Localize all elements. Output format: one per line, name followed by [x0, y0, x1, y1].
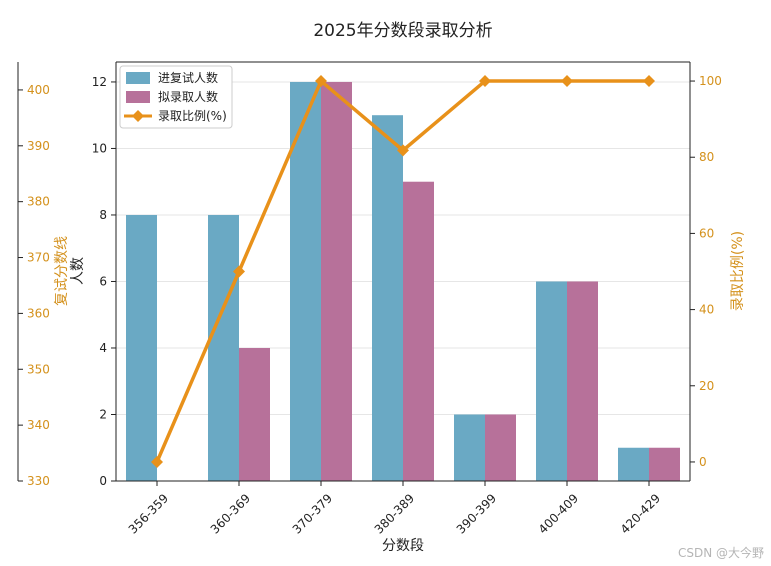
- legend-label-ratio: 录取比例(%): [158, 109, 227, 123]
- x-tick-label: 400-409: [536, 491, 581, 536]
- x-tick-label: 390-399: [454, 491, 499, 536]
- y-axis-label: 人数: [70, 257, 86, 285]
- legend: 进复试人数 拟录取人数 录取比例(%): [119, 65, 233, 129]
- bar: [403, 181, 434, 481]
- bar: [290, 81, 321, 481]
- y3-tick-label: 390: [27, 139, 50, 153]
- y-axis-ticks: 0 2 4 6 8 10 12: [92, 75, 116, 488]
- bar: [321, 81, 352, 481]
- y2-tick-label: 0: [699, 455, 707, 469]
- ratio-line: [151, 75, 655, 468]
- watermark: CSDN @大今野: [678, 545, 764, 560]
- y2-tick-label: 20: [699, 379, 714, 393]
- x-axis-ticks: 356-359 360-369 370-379 380-389 390-399 400-4…: [126, 481, 663, 537]
- bar: [372, 115, 403, 481]
- ratio-point: [397, 144, 409, 157]
- y3-tick-label: 350: [27, 362, 50, 376]
- y3-tick-label: 370: [27, 251, 50, 265]
- y3-tick-label: 360: [27, 306, 50, 320]
- bar: [208, 214, 239, 481]
- y-tick-label: 10: [92, 141, 107, 155]
- bar: [239, 347, 270, 481]
- ratio-point: [479, 75, 491, 88]
- legend-label-applicants: 进复试人数: [158, 70, 218, 85]
- y-tick-label: 6: [99, 274, 107, 288]
- y3-axis-label: 复试分数线: [53, 236, 70, 306]
- x-tick-label: 370-379: [290, 491, 335, 536]
- y-tick-label: 2: [99, 407, 107, 421]
- y-tick-label: 12: [92, 75, 107, 89]
- bar: [126, 214, 157, 481]
- bar: [649, 447, 680, 481]
- x-tick-label: 360-369: [208, 491, 253, 536]
- legend-swatch-ratio-marker: [132, 110, 144, 122]
- bar: [485, 414, 516, 481]
- bars: [126, 81, 680, 481]
- y-tick-label: 0: [99, 474, 107, 488]
- y-tick-label: 4: [99, 341, 107, 355]
- ratio-point: [561, 75, 573, 88]
- ratio-point: [315, 75, 327, 88]
- y2-tick-label: 60: [699, 226, 714, 240]
- y2-tick-label: 40: [699, 303, 714, 317]
- bar: [618, 447, 649, 481]
- y-tick-label: 8: [99, 208, 107, 222]
- y2-axis-ticks: 0 20 40 60 80 100: [690, 74, 722, 469]
- y3-tick-label: 330: [27, 474, 50, 488]
- y3-axis-ticks: 330 340 350 360 370 380 390 400: [18, 83, 50, 488]
- y3-tick-label: 340: [27, 418, 50, 432]
- x-tick-label: 420-429: [618, 491, 663, 536]
- legend-swatch-admitted: [126, 91, 150, 103]
- y2-tick-label: 80: [699, 150, 714, 164]
- legend-swatch-applicants: [126, 72, 150, 84]
- ratio-point: [151, 455, 163, 468]
- x-tick-label: 380-389: [372, 491, 417, 536]
- bar: [536, 281, 567, 481]
- bar: [567, 281, 598, 481]
- chart-title: 2025年分数段录取分析: [313, 21, 492, 41]
- y2-axis-label: 录取比例(%): [730, 231, 746, 311]
- ratio-point: [643, 75, 655, 88]
- x-axis-label: 分数段: [382, 538, 424, 554]
- y3-tick-label: 400: [27, 83, 50, 97]
- y2-tick-label: 100: [699, 74, 722, 88]
- legend-label-admitted: 拟录取人数: [158, 89, 218, 104]
- x-tick-label: 356-359: [126, 491, 171, 536]
- bar: [454, 414, 485, 481]
- y3-tick-label: 380: [27, 195, 50, 209]
- ratio-point: [233, 265, 245, 278]
